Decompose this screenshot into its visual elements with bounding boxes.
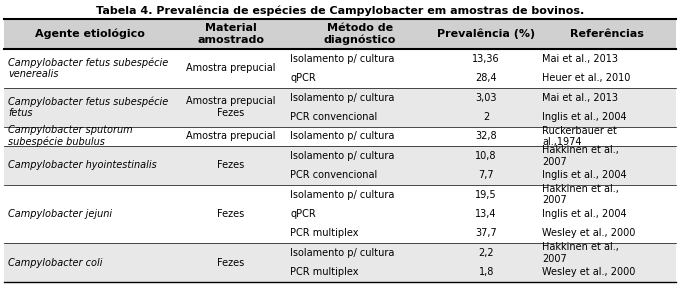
Bar (4, 243, 676, 282)
Text: Amostra prepucial
Fezes: Amostra prepucial Fezes (186, 97, 275, 118)
Text: 13,36: 13,36 (473, 54, 500, 64)
Text: Hakkinen et al.,
2007: Hakkinen et al., 2007 (542, 242, 619, 264)
Text: 2,2: 2,2 (478, 248, 494, 258)
Text: Inglis et al., 2004: Inglis et al., 2004 (542, 209, 627, 219)
Text: Wesley et al., 2000: Wesley et al., 2000 (542, 267, 636, 277)
Text: Campylobacter fetus subespécie
fetus: Campylobacter fetus subespécie fetus (8, 96, 168, 118)
Text: PCR multiplex: PCR multiplex (290, 267, 359, 277)
Bar (4, 19, 676, 49)
Text: qPCR: qPCR (290, 73, 316, 83)
Text: Inglis et al., 2004: Inglis et al., 2004 (542, 170, 627, 180)
Text: 3,03: 3,03 (475, 93, 497, 103)
Text: Fezes: Fezes (217, 209, 244, 219)
Text: Mai et al., 2013: Mai et al., 2013 (542, 93, 618, 103)
Text: Prevalência (%): Prevalência (%) (437, 29, 535, 39)
Text: Campylobacter coli: Campylobacter coli (8, 258, 103, 268)
Text: Wesley et al., 2000: Wesley et al., 2000 (542, 228, 636, 239)
Text: Campylobacter jejuni: Campylobacter jejuni (8, 209, 112, 219)
Text: 2: 2 (483, 112, 490, 122)
Text: 28,4: 28,4 (475, 73, 497, 83)
Text: Isolamento p/ cultura: Isolamento p/ cultura (290, 131, 394, 141)
Text: 10,8: 10,8 (475, 151, 497, 161)
Text: 7,7: 7,7 (478, 170, 494, 180)
Text: Isolamento p/ cultura: Isolamento p/ cultura (290, 54, 394, 64)
Text: Fezes: Fezes (217, 258, 244, 268)
Text: Inglis et al., 2004: Inglis et al., 2004 (542, 112, 627, 122)
Text: Isolamento p/ cultura: Isolamento p/ cultura (290, 151, 394, 161)
Text: 32,8: 32,8 (475, 131, 497, 141)
Text: Hakkinen et al.,
2007: Hakkinen et al., 2007 (542, 145, 619, 167)
Text: Ruckerbauer et
al.,1974: Ruckerbauer et al.,1974 (542, 126, 617, 147)
Text: Método de
diagnóstico: Método de diagnóstico (324, 23, 396, 45)
Text: Isolamento p/ cultura: Isolamento p/ cultura (290, 248, 394, 258)
Text: Agente etiológico: Agente etiológico (35, 29, 145, 39)
Text: Referências: Referências (571, 29, 644, 39)
Text: 19,5: 19,5 (475, 190, 497, 200)
Text: Campylobacter hyointestinalis: Campylobacter hyointestinalis (8, 160, 157, 170)
Text: Fezes: Fezes (217, 160, 244, 170)
Text: PCR convencional: PCR convencional (290, 170, 377, 180)
Text: 37,7: 37,7 (475, 228, 497, 239)
Text: Mai et al., 2013: Mai et al., 2013 (542, 54, 618, 64)
Text: PCR multiplex: PCR multiplex (290, 228, 359, 239)
Text: Amostra prepucial: Amostra prepucial (186, 63, 275, 74)
Text: Hakkinen et al.,
2007: Hakkinen et al., 2007 (542, 184, 619, 205)
Bar (4, 88, 676, 127)
Text: PCR convencional: PCR convencional (290, 112, 377, 122)
Bar (4, 146, 676, 185)
Text: Campylobacter fetus subespécie
venerealis: Campylobacter fetus subespécie venereali… (8, 57, 168, 80)
Text: qPCR: qPCR (290, 209, 316, 219)
Text: Campylobacter sputorum
subespécie bubulus: Campylobacter sputorum subespécie bubulu… (8, 125, 133, 147)
Text: Heuer et al., 2010: Heuer et al., 2010 (542, 73, 630, 83)
Text: 13,4: 13,4 (475, 209, 497, 219)
Text: Isolamento p/ cultura: Isolamento p/ cultura (290, 93, 394, 103)
Text: Amostra prepucial: Amostra prepucial (186, 131, 275, 141)
Text: Tabela 4. Prevalência de espécies de Campylobacter em amostras de bovinos.: Tabela 4. Prevalência de espécies de Cam… (96, 6, 584, 16)
Text: Isolamento p/ cultura: Isolamento p/ cultura (290, 190, 394, 200)
Text: Material
amostrado: Material amostrado (197, 23, 265, 45)
Text: 1,8: 1,8 (479, 267, 494, 277)
